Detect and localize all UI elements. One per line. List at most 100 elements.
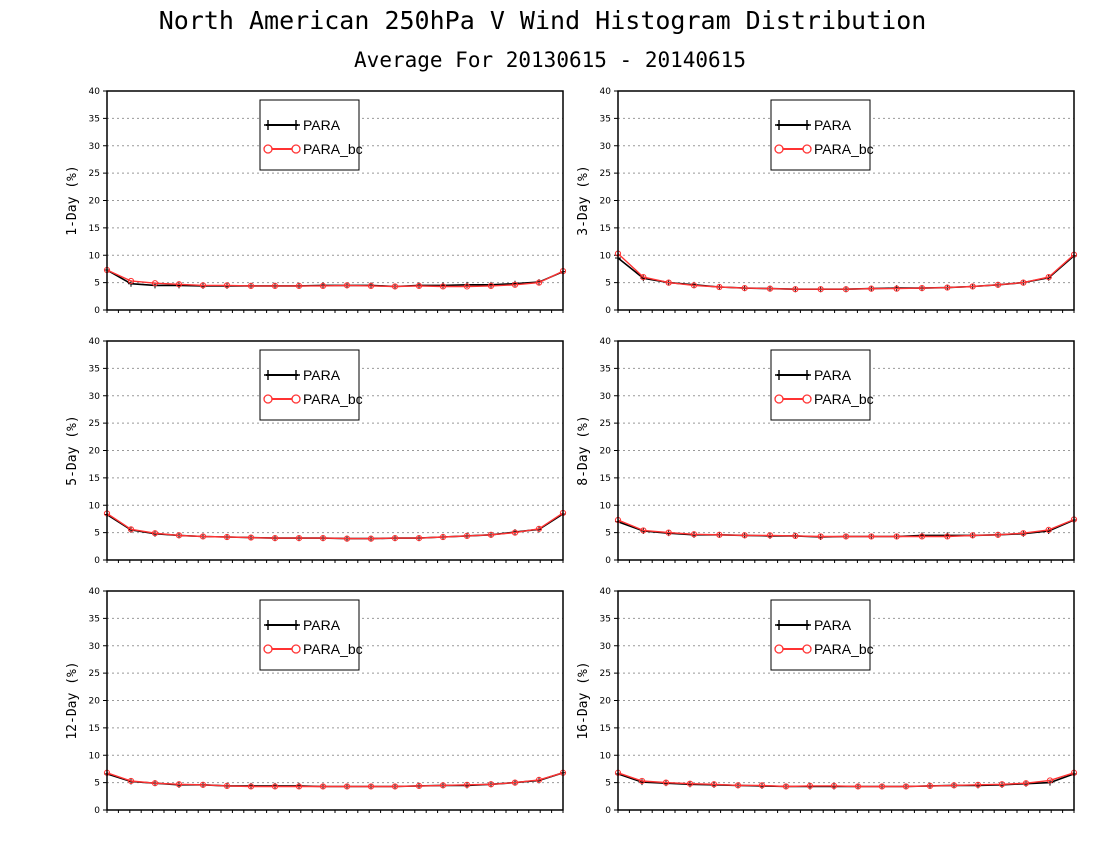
data-point-para-bc [391, 283, 399, 290]
legend-marker-plus [803, 370, 811, 380]
data-point-para-bc [271, 783, 279, 790]
y-tick-label: 35 [89, 364, 100, 374]
y-tick-label: 5 [94, 779, 100, 789]
data-point-para-bc [1022, 780, 1030, 787]
legend-marker-plus [264, 120, 272, 130]
data-point-para-bc [511, 529, 519, 536]
y-tick-label: 0 [605, 806, 611, 816]
y-tick-label: 0 [94, 556, 100, 566]
y-tick-label: 20 [89, 197, 101, 207]
legend-box [259, 349, 360, 421]
y-tick-label: 5 [605, 529, 611, 539]
y-tick-label: 25 [89, 169, 100, 179]
legend-label: PARA [814, 367, 852, 383]
data-point-para-bc [665, 529, 672, 536]
legend-box [770, 349, 871, 421]
y-tick-label: 40 [89, 337, 101, 347]
legend-marker-circle [263, 144, 273, 154]
data-point-para-bc [343, 282, 351, 289]
legend-marker-plus [264, 370, 272, 380]
legend-label: PARA [303, 617, 341, 633]
data-point-para-bc [223, 282, 231, 289]
data-point-para-bc [1045, 526, 1052, 533]
data-point-para-bc [662, 779, 670, 786]
series-line-para-bc [106, 772, 564, 788]
data-point-para-bc [343, 783, 351, 790]
panel-6: 0 5 10 15 20 25 30 35 40 16-Day (%) PARA PARA_bc [576, 587, 1078, 816]
data-point-para-bc [319, 282, 327, 290]
data-point-para-bc [463, 781, 471, 788]
y-tick-label: 0 [94, 806, 100, 816]
legend-label: PARA_bc [814, 391, 874, 407]
y-axis-label: 8-Day (%) [576, 415, 591, 485]
data-point-para-bc [734, 782, 742, 789]
legend-marker-circle [774, 144, 784, 154]
data-point-para-bc [665, 279, 672, 286]
legend-marker-plus [292, 620, 300, 630]
y-tick-label: 20 [600, 197, 612, 207]
data-point-para-bc [247, 282, 255, 290]
data-point-para-bc [806, 782, 814, 790]
data-point-para-bc [974, 781, 982, 788]
y-tick-label: 40 [600, 337, 612, 347]
data-point-para-bc [127, 526, 135, 533]
data-point-para-bc [247, 783, 255, 790]
data-point-para-bc [741, 285, 748, 292]
data-point-para-bc [175, 281, 183, 288]
y-tick-label: 0 [605, 306, 611, 316]
data-point-para-bc [391, 535, 399, 542]
data-point-para-bc [766, 532, 774, 539]
panel-2: 0 5 10 15 20 25 30 35 40 3-Day (%) PARA PARA_bc [576, 87, 1078, 316]
data-point-para-bc [969, 532, 976, 539]
y-axis-label: 3-Day (%) [576, 165, 591, 235]
panel-5: 0 5 10 15 20 25 30 35 40 12-Day (%) PARA PARA_bc [65, 587, 567, 816]
y-tick-label: 10 [89, 501, 101, 511]
y-tick-label: 30 [89, 142, 101, 152]
y-tick-label: 40 [89, 87, 101, 97]
data-point-para-bc [151, 780, 159, 787]
y-tick-label: 40 [600, 87, 612, 97]
figure-title: North American 250hPa V Wind Histogram D… [158, 6, 927, 35]
y-axis-label: 5-Day (%) [65, 415, 80, 485]
y-tick-label: 40 [89, 587, 101, 597]
legend-label: PARA [814, 117, 852, 133]
data-point-para-bc [854, 783, 862, 790]
data-point-para-bc [926, 782, 934, 790]
data-point-para-bc [944, 533, 951, 540]
y-tick-label: 30 [600, 642, 612, 652]
data-point-para-bc [151, 280, 159, 287]
legend-box [770, 99, 871, 171]
data-point-para-bc [295, 783, 303, 790]
data-point-para-bc [758, 782, 766, 789]
y-tick-label: 40 [600, 587, 612, 597]
y-tick-label: 30 [89, 392, 101, 402]
plot-frame [106, 90, 564, 311]
data-point-para-bc [367, 535, 375, 542]
y-axis-label: 16-Day (%) [576, 661, 591, 739]
data-point-para-bc [199, 781, 207, 788]
y-tick-label: 20 [600, 447, 612, 457]
y-tick-label: 20 [600, 697, 612, 707]
legend-label: PARA [814, 617, 852, 633]
data-point-para-bc [199, 533, 207, 540]
data-point-para-bc [199, 282, 207, 289]
plot-frame [106, 590, 564, 811]
y-tick-label: 25 [600, 419, 611, 429]
data-point-para-bc [817, 286, 824, 293]
legend-marker-plus [775, 370, 783, 380]
data-point-para-bc [223, 533, 231, 541]
legend-marker-plus [803, 120, 811, 130]
data-point-para-bc [223, 782, 231, 790]
y-tick-label: 35 [89, 614, 100, 624]
y-tick-label: 10 [600, 751, 612, 761]
data-point-para-bc [367, 282, 375, 290]
data-point-para-bc [487, 531, 495, 538]
data-point-para-bc [439, 782, 447, 789]
data-point-para-bc [686, 780, 694, 787]
legend-label: PARA_bc [814, 641, 874, 657]
legend-marker-circle [774, 394, 784, 404]
data-point-para-bc [391, 783, 399, 790]
y-tick-label: 30 [89, 642, 101, 652]
y-tick-label: 5 [605, 279, 611, 289]
